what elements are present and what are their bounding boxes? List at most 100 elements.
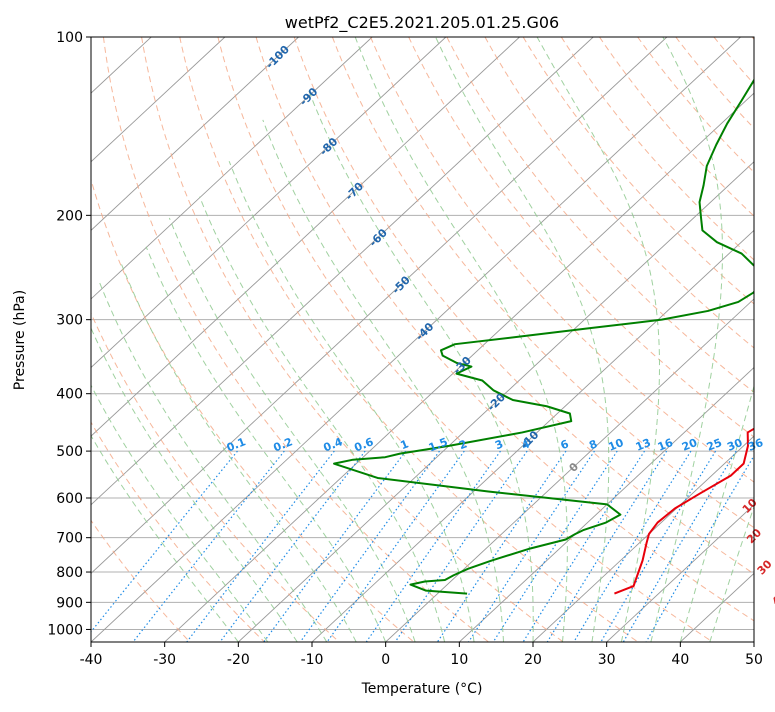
moist-adiabat-line <box>145 246 387 642</box>
x-tick-label: 20 <box>524 652 542 668</box>
isotherm-line <box>606 504 754 642</box>
mixing-ratio-line <box>299 450 440 642</box>
isotherm-line <box>91 37 226 163</box>
dry-adiabat-line <box>91 177 415 642</box>
moist-adiabat-line <box>98 280 328 642</box>
x-axis-title: Temperature (°C) <box>361 681 483 697</box>
dry-adiabat-line <box>370 37 754 483</box>
moist-adiabat-line <box>354 37 568 642</box>
plot-frame <box>90 36 755 643</box>
line-labels: 0.1 0.2 0.4 0.6 1 1.5 2 3 4 6 8 10 13 16 20 25 30 36-100-… <box>225 43 775 609</box>
dry-adiabat-line <box>522 37 754 305</box>
moist-adiabat-line <box>435 37 610 642</box>
mixing-ratio-label: 2 <box>457 437 469 452</box>
mixing-ratio-line <box>365 450 501 642</box>
mixing-ratio-label: 0.2 <box>272 435 295 454</box>
mixing-ratio-label: 0.6 <box>352 435 375 454</box>
moist-adiabat-line <box>307 87 534 642</box>
dry-adiabat-line <box>637 37 754 173</box>
mixing-ratio-label: 36 <box>746 436 765 454</box>
mixing-ratio-line <box>492 450 618 642</box>
axes: -40 -30 -20 -10 0 10 20 30 40 5010020030040050060… <box>47 30 763 668</box>
y-tick-label: 200 <box>56 208 83 224</box>
dry-adiabat-line <box>446 37 754 393</box>
isotherm-line <box>164 92 754 642</box>
mixing-ratio-line <box>546 450 668 642</box>
y-tick-label: 400 <box>56 387 83 403</box>
x-tick-label: -10 <box>301 652 324 668</box>
dry-adiabat-label: 10 <box>740 496 760 516</box>
mixing-ratio-label: 0.1 <box>225 435 248 454</box>
isotherm-line <box>91 37 594 506</box>
dry-adiabat-label: 30 <box>755 557 775 577</box>
isotherm-line <box>91 37 741 642</box>
mixing-ratio-label: 1.5 <box>427 435 450 454</box>
dry-adiabat-label: 40 <box>769 588 775 608</box>
moist-adiabat-line <box>91 326 298 642</box>
moist-adiabat-line <box>536 37 660 642</box>
dry-adiabat-line <box>560 37 754 261</box>
y-tick-label: 900 <box>56 595 83 611</box>
mixing-ratio-label: 10 <box>606 436 625 454</box>
dry-adiabat-line <box>599 37 754 217</box>
mixing-ratio-line <box>186 450 335 642</box>
dry-adiabat-line <box>141 37 564 642</box>
moist-adiabat-line <box>199 196 446 642</box>
y-tick-label: 1000 <box>47 622 83 638</box>
dry-adiabat-line <box>217 37 713 642</box>
dry-adiabat-line <box>91 312 340 642</box>
mixing-ratio-label: 30 <box>725 436 744 454</box>
x-tick-label: -40 <box>80 652 103 668</box>
profile-lines <box>333 78 754 595</box>
mixing-ratio-line <box>219 450 366 642</box>
dry-adiabat-line <box>751 37 754 41</box>
mixing-ratio-label: 13 <box>634 436 653 454</box>
moist-adiabat-line <box>262 119 505 642</box>
dry-adiabat-line <box>102 37 489 642</box>
mixing-ratio-label: 0.4 <box>322 435 345 454</box>
x-tick-label: -20 <box>227 652 250 668</box>
x-tick-label: 10 <box>450 652 468 668</box>
moist-adiabat-line <box>228 160 475 642</box>
dry-adiabat-line <box>293 37 754 575</box>
dry-adiabat-line <box>484 37 754 349</box>
isotherm-line <box>680 572 754 642</box>
x-tick-label: -30 <box>153 652 176 668</box>
y-axis-title: Pressure (hPa) <box>12 290 28 390</box>
x-tick-label: 0 <box>381 652 390 668</box>
moist-adiabat-line <box>650 37 723 642</box>
mixing-ratio-line <box>326 450 465 642</box>
isotherm-line <box>459 366 754 642</box>
x-tick-label: 40 <box>671 652 689 668</box>
mixing-ratio-label: 16 <box>656 436 675 454</box>
moist-adiabat-line <box>121 264 357 642</box>
temperature-line <box>614 427 754 595</box>
y-tick-label: 600 <box>56 491 83 507</box>
isotherm-line <box>91 37 299 231</box>
dewpoint-line <box>333 78 754 595</box>
dry-adiabat-line <box>91 519 191 642</box>
moist-adiabat-line <box>709 505 754 642</box>
dry-adiabat-line <box>179 37 639 642</box>
mixing-ratio-label: 6 <box>559 437 571 452</box>
y-tick-label: 500 <box>56 444 83 460</box>
isotherm-line <box>91 37 668 575</box>
mixing-ratio-label: 20 <box>680 436 699 454</box>
isotherm-line <box>753 641 754 642</box>
y-tick-label: 700 <box>56 531 83 547</box>
isotherm-line <box>91 37 373 300</box>
isotherm-line <box>91 37 520 437</box>
mixing-ratio-label: 25 <box>705 436 724 454</box>
mixing-ratio-label: 8 <box>587 437 599 452</box>
dry-adiabat-line <box>331 37 754 529</box>
x-tick-label: 30 <box>598 652 616 668</box>
isotherm-line <box>385 298 754 642</box>
moist-adiabat-line <box>679 384 754 642</box>
dry-adiabat-line <box>408 37 754 438</box>
background-lines <box>91 37 754 642</box>
moist-adiabat-line <box>91 384 269 642</box>
moist-adiabat-line <box>168 217 416 642</box>
y-tick-label: 800 <box>56 565 83 581</box>
